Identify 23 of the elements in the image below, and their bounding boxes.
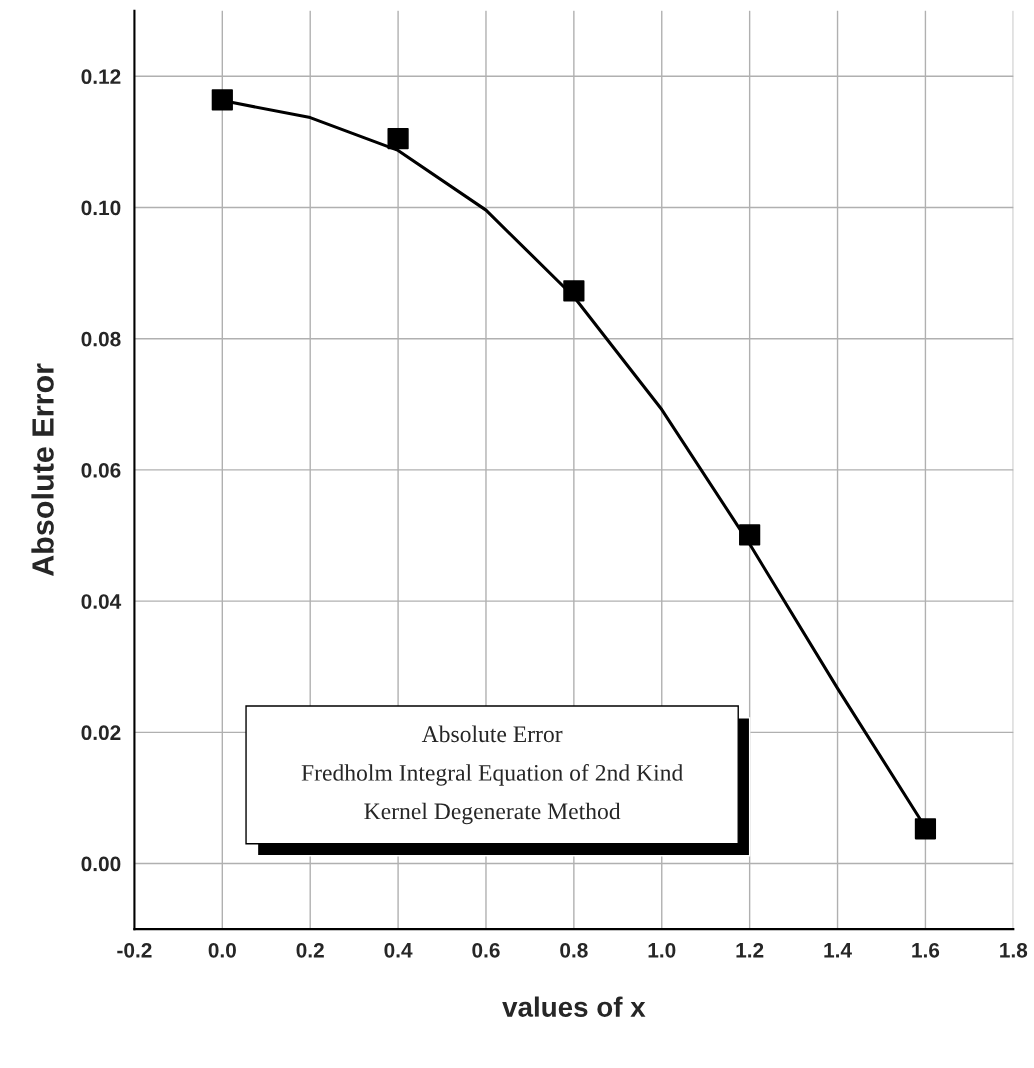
x-tick-label: 1.0 [648,942,676,958]
x-tick-label: 0.0 [208,942,236,958]
x-tick-label: 0.8 [560,942,588,958]
annotation: Fredholm Integral Equation of 2nd Kind [301,764,683,786]
y-tick-label: 0.00 [81,856,121,872]
x-tick-label: 1.4 [824,943,852,958]
y-tick-label: 0.04 [81,594,122,609]
x-tick-label: 0.4 [384,942,413,958]
x-axis-title: values of x [502,996,646,1017]
x-tick-label: 0.2 [296,942,324,958]
annotation: Kernel Degenerate Method [364,802,621,825]
x-tick-label: 0.6 [472,942,500,958]
y-axis-title: Absolute Error [31,363,54,577]
x-tick-label: 1.6 [912,942,940,958]
annotation: Absolute Error [421,725,563,743]
y-tick-label: 0.02 [81,725,121,741]
y-tick-label: 0.08 [81,331,121,347]
y-tick-label: 0.12 [81,69,121,85]
x-tick-label: 1.2 [736,942,764,958]
y-tick-label: 0.06 [81,462,121,478]
x-tick-label: -0.2 [117,942,152,958]
y-tick-label: 0.10 [81,200,121,216]
x-tick-label: 1.8 [1000,942,1028,958]
